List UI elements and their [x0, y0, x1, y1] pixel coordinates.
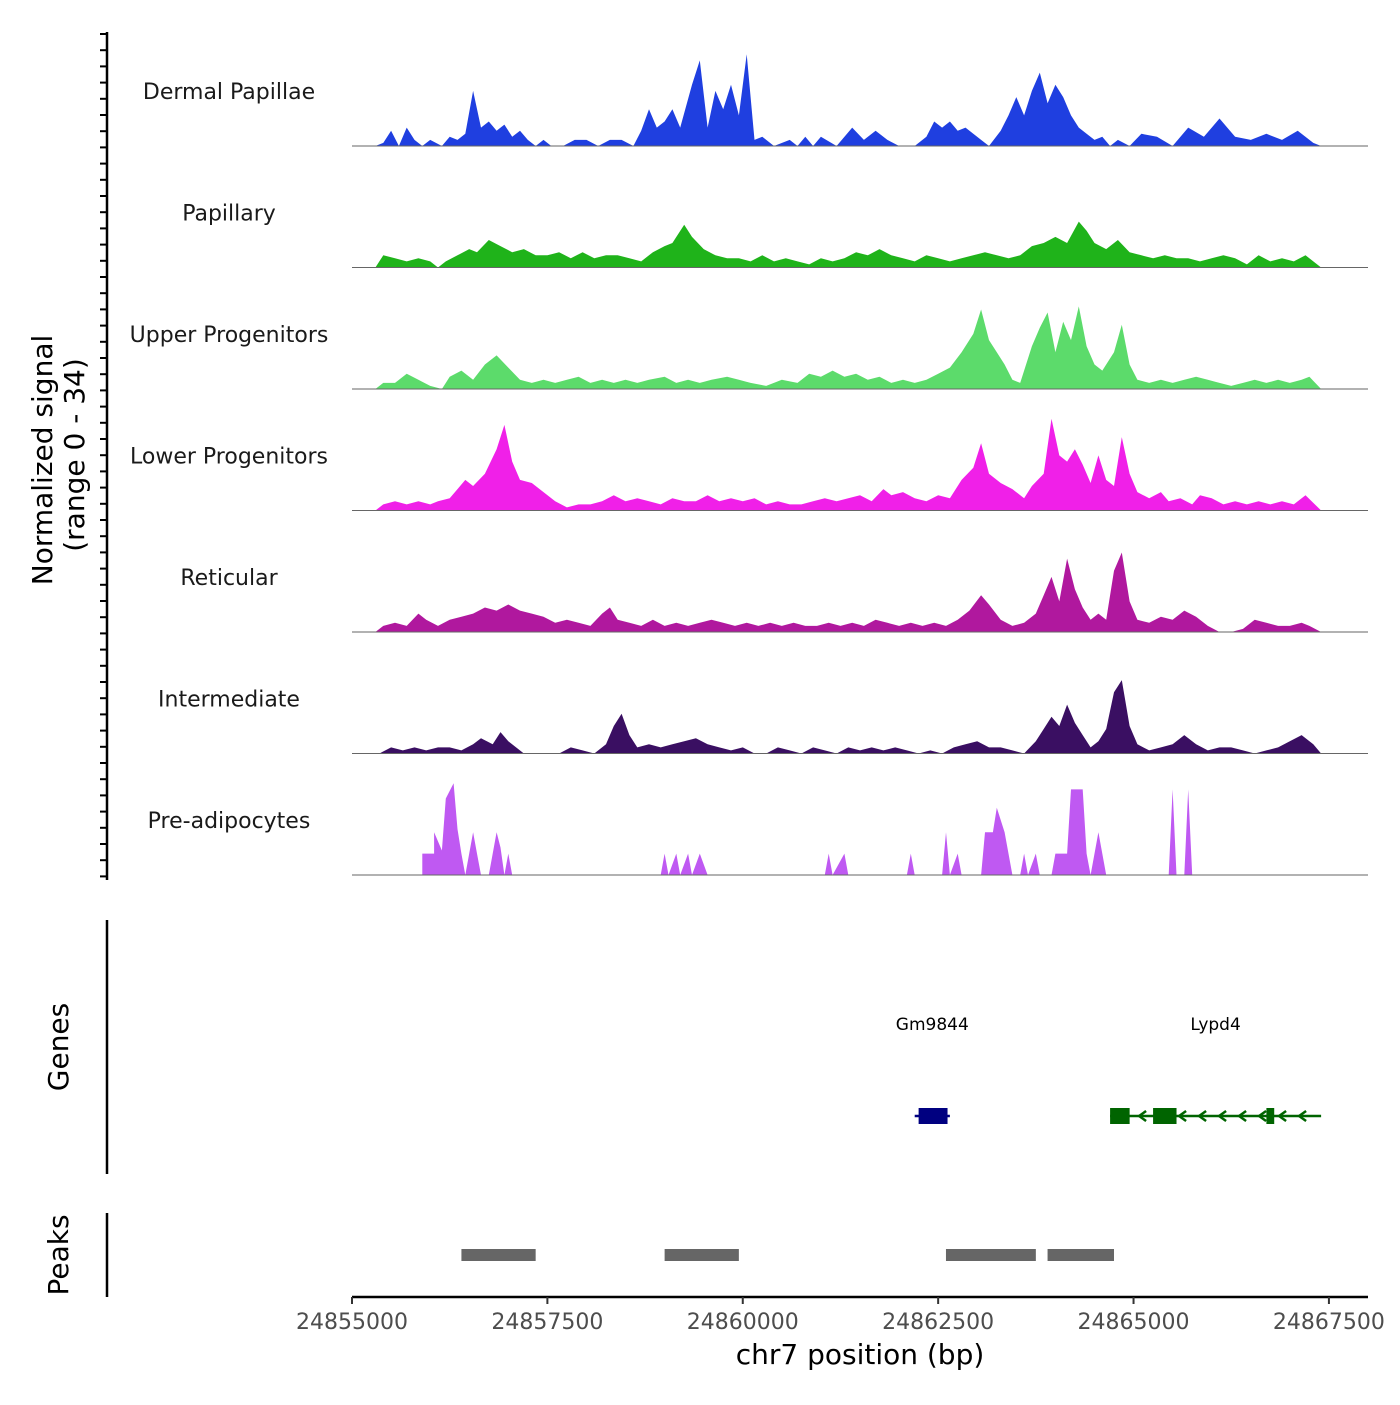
gene-lypd4: Lypd4	[1110, 1015, 1322, 1124]
strand-arrow	[1276, 1109, 1287, 1123]
gene-label-gm9844: Gm9844	[896, 1015, 969, 1035]
x-tick-label: 24862500	[882, 1310, 994, 1335]
x-tick-label: 24860000	[687, 1310, 799, 1335]
x-tick-label: 24857500	[491, 1310, 603, 1335]
coverage-area-dermal-papillae	[375, 54, 1322, 147]
x-tick-label: 24865000	[1078, 1310, 1190, 1335]
strand-arrow	[1256, 1109, 1267, 1123]
strand-arrow	[1136, 1109, 1147, 1123]
track-label-reticular: Reticular	[180, 566, 278, 591]
coverage-area-lower-progenitors	[375, 418, 1322, 511]
coverage-track-pre-adipocytes: Pre-adipocytes	[148, 783, 1368, 876]
coverage-panel: Dermal Papillae Papillary Upper Progenitor…	[130, 54, 1368, 876]
gene-gm9844: Gm9844	[896, 1015, 969, 1124]
genes-panel-title: Genes	[42, 1003, 75, 1091]
x-tick-label: 24855000	[296, 1310, 408, 1335]
coverage-area-pre-adipocytes	[422, 783, 1193, 875]
y-axis-title: Normalized signal	[26, 335, 59, 586]
coverage-area-upper-progenitors	[375, 306, 1322, 389]
strand-arrow	[1236, 1109, 1247, 1123]
coverage-area-reticular	[375, 552, 1322, 632]
exon-block	[1266, 1108, 1275, 1124]
y-axis-range-label: (range 0 - 34)	[58, 358, 91, 552]
coverage-track-dermal-papillae: Dermal Papillae	[143, 54, 1368, 147]
coverage-area-papillary	[375, 221, 1322, 268]
gene-label-lypd4: Lypd4	[1190, 1015, 1240, 1035]
x-tick-label: 24867500	[1273, 1310, 1385, 1335]
x-axis-title: chr7 position (bp)	[736, 1338, 985, 1371]
peak-region	[461, 1249, 536, 1261]
coverage-area-intermediate	[379, 680, 1322, 754]
peaks-panel	[461, 1249, 1114, 1261]
track-label-papillary: Papillary	[182, 202, 276, 227]
exon-block	[918, 1108, 948, 1124]
track-label-dermal-papillae: Dermal Papillae	[143, 80, 315, 105]
peak-region	[945, 1249, 1036, 1261]
coverage-track-intermediate: Intermediate	[158, 680, 1368, 754]
exon-block	[1110, 1108, 1130, 1124]
strand-arrow	[1296, 1109, 1307, 1123]
peak-region	[664, 1249, 739, 1261]
peaks-panel-title: Peaks	[42, 1214, 75, 1295]
track-label-pre-adipocytes: Pre-adipocytes	[148, 809, 311, 834]
strand-arrow	[1216, 1109, 1227, 1123]
strand-arrow	[1176, 1109, 1187, 1123]
coverage-track-reticular: Reticular	[180, 552, 1368, 633]
coverage-track-upper-progenitors: Upper Progenitors	[130, 306, 1368, 390]
signal-y-axis	[100, 32, 109, 880]
genes-panel: Gm9844 Lypd4	[896, 1015, 1322, 1124]
track-label-upper-progenitors: Upper Progenitors	[130, 323, 329, 348]
track-label-intermediate: Intermediate	[158, 688, 300, 713]
coverage-track-lower-progenitors: Lower Progenitors	[130, 418, 1368, 511]
track-label-lower-progenitors: Lower Progenitors	[130, 445, 328, 470]
x-axis: 24855000 24857500 24860000 24862500 24865000…	[296, 1295, 1385, 1335]
exon-block	[1153, 1108, 1177, 1124]
peak-region	[1047, 1249, 1114, 1261]
strand-arrow	[1196, 1109, 1207, 1123]
coverage-track-papillary: Papillary	[182, 202, 1368, 268]
